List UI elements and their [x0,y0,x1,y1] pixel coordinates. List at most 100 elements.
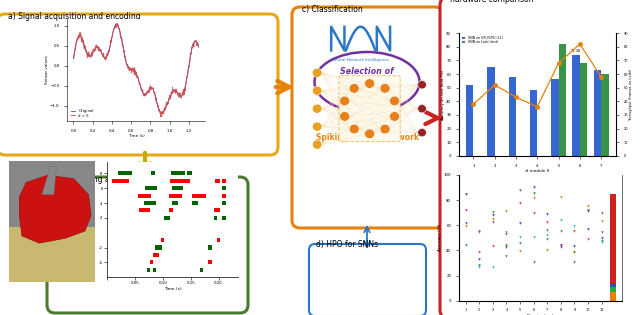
Circle shape [418,129,426,137]
Point [515,221,525,226]
d = 5 [84,53,92,57]
Bar [147,209,150,213]
Circle shape [312,140,322,149]
Point [556,244,566,249]
Bar [559,44,566,156]
Point [488,265,498,270]
Circle shape [340,112,349,121]
Bar [172,193,176,198]
Bar [203,193,206,198]
Loihi test speed [597,75,605,79]
Original [148,86,156,90]
Text: Selection of: Selection of [340,67,394,77]
d = 5 [120,45,127,49]
Point [474,228,484,233]
Bar [551,79,559,156]
Text: b) Encoding analysis: b) Encoding analysis [57,175,136,184]
Point [570,223,580,228]
Bar [139,209,142,213]
Text: classifiers: classifiers [344,88,390,96]
Original [120,47,127,50]
Bar [601,74,609,156]
Bar [144,209,148,213]
Bar [222,179,227,183]
Point [583,204,593,209]
Circle shape [312,86,322,95]
Loihi test speed [534,105,541,109]
Original [113,22,120,26]
Point [501,230,511,235]
Point [556,242,566,247]
Circle shape [380,83,390,93]
Circle shape [340,96,349,106]
Point [583,226,593,231]
d = 5 [157,115,165,118]
Text: c) Classification: c) Classification [302,5,363,14]
Circle shape [380,124,390,134]
Legend: SNN on GPU/CPU (L1), SNN on Loihi (test): SNN on GPU/CPU (L1), SNN on Loihi (test) [460,35,504,46]
Bar [215,179,220,183]
Bar [192,193,195,198]
Point [461,242,471,247]
Y-axis label: Throughput (frames on Loihi): Throughput (frames on Loihi) [629,68,633,121]
Bar [171,171,182,175]
Bar [172,186,179,190]
Point [596,218,607,223]
Bar [175,201,179,205]
Bar [214,209,218,213]
Bar [148,186,157,190]
Circle shape [365,129,374,139]
Point [556,194,566,199]
Point [583,236,593,241]
Point [461,220,471,225]
Bar [144,193,148,198]
Bar [209,260,212,264]
X-axis label: # module X: # module X [525,169,550,173]
Point [515,248,525,253]
Polygon shape [9,227,95,282]
FancyBboxPatch shape [339,76,400,142]
Point [570,243,580,249]
Bar [188,171,192,175]
Point [474,262,484,267]
Point [461,224,471,229]
Text: 71.38: 71.38 [571,49,581,53]
Point [542,232,552,238]
Loihi test speed [491,83,499,87]
Point [488,220,498,225]
Point [501,232,511,237]
Point [570,260,580,265]
Y-axis label: Sensor values: Sensor values [45,56,49,84]
d = 5 [110,27,118,31]
Loihi test speed [555,61,563,65]
Circle shape [390,96,399,106]
Bar [141,193,145,198]
Bar [158,245,161,249]
Point [529,210,539,215]
Point [596,238,607,243]
Point [583,207,593,212]
Bar [183,179,189,183]
Bar [509,77,516,156]
Point [501,245,511,250]
Point [556,217,566,222]
Bar [222,186,227,190]
Bar [118,171,129,175]
Bar [466,85,474,156]
Point [570,250,580,255]
Bar [164,216,168,220]
Text: non-spiking: non-spiking [340,77,394,87]
Loihi test speed [576,42,584,46]
Bar [594,70,601,156]
Point [529,259,539,264]
Original [195,45,202,49]
Point [570,249,580,255]
Original [161,108,168,112]
Point [596,229,607,234]
Line: Original: Original [74,24,198,113]
Point [529,191,539,196]
Circle shape [349,83,359,93]
Circle shape [365,79,374,88]
Text: d) HPO for SNNs: d) HPO for SNNs [316,240,378,249]
Bar [223,201,226,205]
